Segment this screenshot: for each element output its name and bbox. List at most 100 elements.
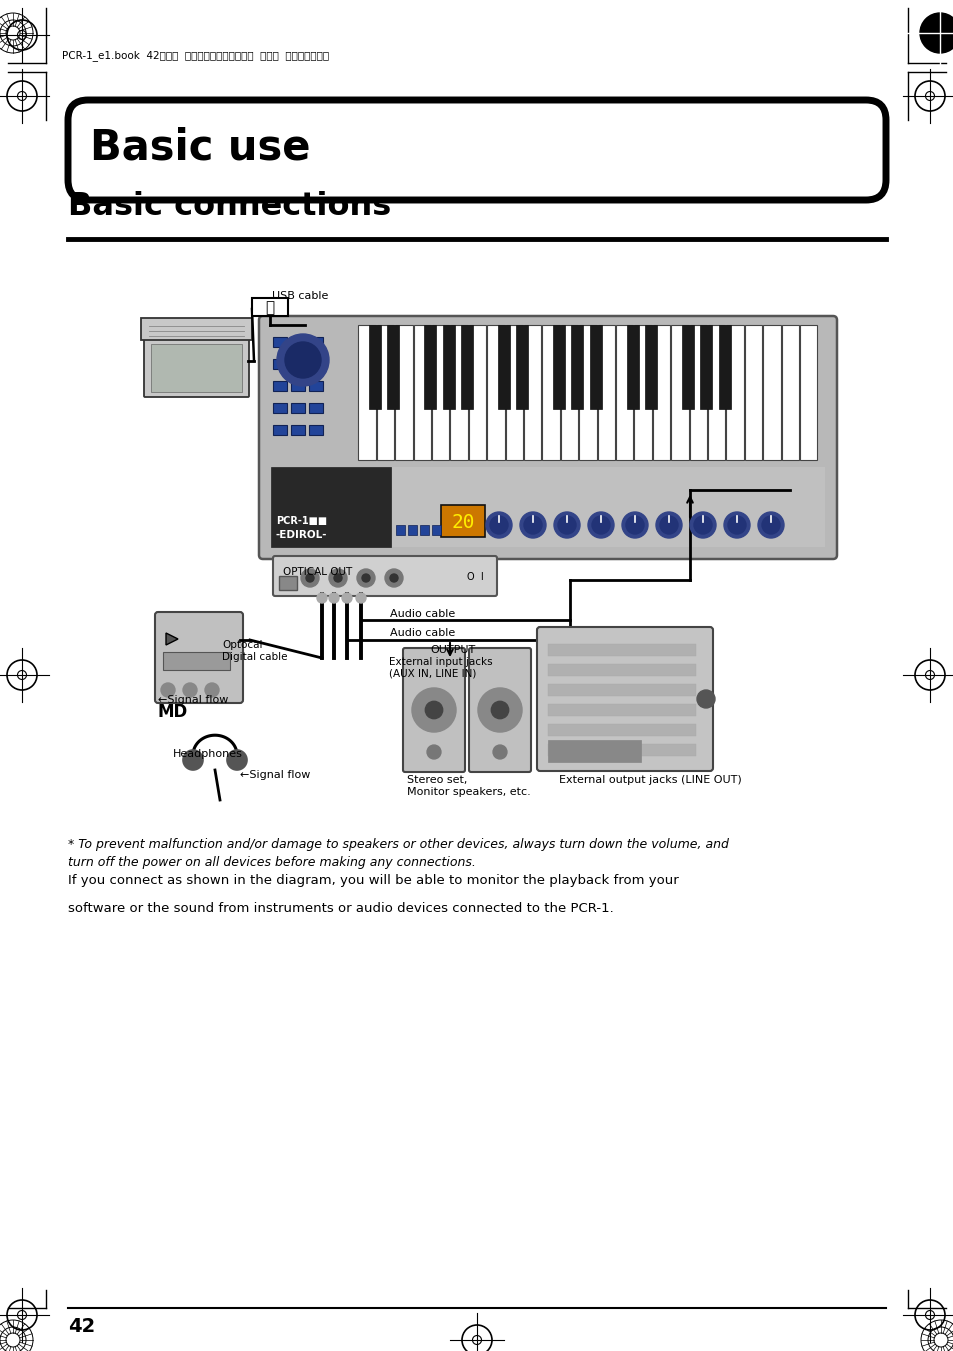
Bar	[440, 505, 484, 536]
Bar	[671, 326, 688, 459]
Circle shape	[621, 512, 647, 538]
Circle shape	[592, 516, 609, 534]
Bar	[516, 326, 528, 409]
Bar	[309, 403, 323, 413]
Bar	[151, 345, 242, 392]
Bar	[700, 326, 712, 409]
Circle shape	[693, 516, 711, 534]
Bar	[291, 381, 305, 390]
Bar	[744, 326, 761, 459]
Bar	[547, 744, 696, 757]
Circle shape	[390, 574, 397, 582]
Bar	[718, 326, 730, 409]
Circle shape	[519, 512, 545, 538]
Text: OUTPUT: OUTPUT	[430, 644, 475, 655]
Bar	[547, 724, 696, 736]
Circle shape	[276, 334, 329, 386]
Bar	[553, 326, 564, 409]
Circle shape	[697, 690, 714, 708]
Text: turn off the power on all devices before making any connections.: turn off the power on all devices before…	[68, 857, 476, 869]
Bar	[505, 326, 522, 459]
Bar	[395, 526, 405, 535]
Circle shape	[425, 701, 442, 719]
Bar	[450, 326, 467, 459]
Bar	[273, 381, 287, 390]
Bar	[781, 326, 799, 459]
Bar	[376, 326, 394, 459]
Text: External output jacks (LINE OUT): External output jacks (LINE OUT)	[558, 775, 741, 785]
Bar	[598, 326, 615, 459]
Circle shape	[285, 342, 320, 378]
Bar	[387, 326, 399, 409]
Text: Monitor speakers, etc.: Monitor speakers, etc.	[407, 788, 530, 797]
Bar	[291, 336, 305, 347]
Text: software or the sound from instruments or audio devices connected to the PCR-1.: software or the sound from instruments o…	[68, 902, 613, 915]
Bar	[547, 740, 640, 762]
Bar	[273, 403, 287, 413]
FancyBboxPatch shape	[273, 557, 497, 596]
Text: External input jacks: External input jacks	[389, 657, 492, 667]
Bar	[634, 326, 651, 459]
FancyBboxPatch shape	[402, 648, 464, 771]
FancyBboxPatch shape	[68, 100, 885, 200]
Circle shape	[385, 569, 402, 586]
Text: Audio cable: Audio cable	[390, 609, 455, 619]
Text: Audio cable: Audio cable	[390, 628, 455, 638]
Text: OPTICAL OUT: OPTICAL OUT	[283, 567, 352, 577]
Bar	[644, 326, 657, 409]
Text: MD: MD	[158, 703, 188, 721]
Bar	[547, 663, 696, 676]
Circle shape	[306, 574, 314, 582]
Bar	[273, 426, 287, 435]
Bar	[252, 299, 288, 316]
Circle shape	[587, 512, 614, 538]
Text: ␧: ␧	[265, 300, 274, 316]
Bar	[424, 326, 436, 409]
Circle shape	[301, 569, 318, 586]
Circle shape	[727, 516, 745, 534]
Bar	[547, 704, 696, 716]
Bar	[309, 359, 323, 369]
Text: Headphones: Headphones	[172, 748, 243, 759]
Bar	[689, 326, 706, 459]
Bar	[560, 326, 578, 459]
FancyBboxPatch shape	[154, 612, 243, 703]
Circle shape	[329, 569, 347, 586]
Circle shape	[316, 593, 327, 603]
Bar	[432, 326, 449, 459]
Circle shape	[625, 516, 643, 534]
Bar	[571, 326, 583, 409]
Circle shape	[477, 688, 521, 732]
Text: Optocal: Optocal	[222, 640, 262, 650]
Text: Basic use: Basic use	[90, 126, 310, 168]
Bar	[395, 326, 413, 459]
Circle shape	[355, 593, 366, 603]
Bar	[469, 326, 486, 459]
Bar	[414, 326, 431, 459]
Bar	[487, 326, 504, 459]
Bar	[369, 326, 380, 409]
Bar	[309, 381, 323, 390]
Bar	[497, 326, 509, 409]
Bar	[309, 336, 323, 347]
Bar	[291, 426, 305, 435]
Circle shape	[659, 516, 678, 534]
FancyBboxPatch shape	[537, 627, 712, 771]
Bar	[707, 326, 724, 459]
Bar	[419, 526, 429, 535]
Circle shape	[723, 512, 749, 538]
Circle shape	[341, 593, 352, 603]
FancyBboxPatch shape	[144, 339, 249, 397]
Bar	[547, 644, 696, 657]
Text: 42: 42	[68, 1316, 95, 1336]
Bar	[523, 326, 541, 459]
Bar	[309, 426, 323, 435]
Text: Basic connections: Basic connections	[68, 190, 391, 222]
Text: 20: 20	[451, 513, 475, 532]
Circle shape	[161, 684, 174, 697]
Circle shape	[227, 750, 247, 770]
Bar	[726, 326, 743, 459]
Bar	[291, 403, 305, 413]
Circle shape	[412, 688, 456, 732]
Bar	[460, 326, 473, 409]
